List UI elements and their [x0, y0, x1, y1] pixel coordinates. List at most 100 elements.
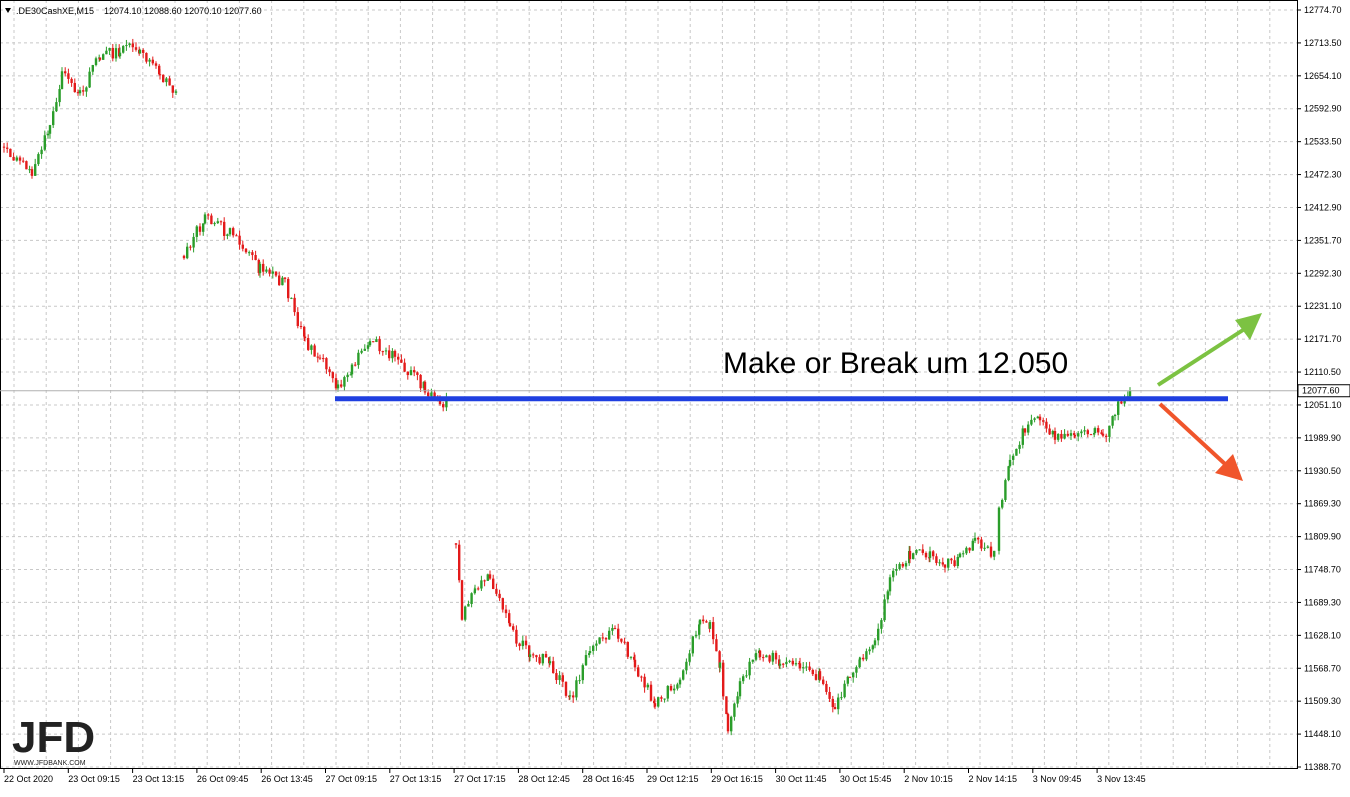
candle-body [1073, 433, 1076, 435]
candle-body [702, 619, 705, 622]
candle-body [488, 574, 492, 579]
candle-body [726, 714, 730, 732]
candle-body [521, 640, 524, 647]
candle-body [174, 91, 178, 93]
candle-body [613, 628, 617, 630]
candle-body [203, 214, 207, 224]
x-tick-label: 26 Oct 13:45 [261, 774, 313, 784]
candle-body [12, 157, 15, 161]
candle-body [64, 71, 67, 74]
candle-body [1007, 466, 1010, 481]
candle-body [888, 577, 892, 592]
candle-body [518, 643, 521, 647]
x-tick-label: 23 Oct 09:15 [68, 774, 120, 784]
candle-body [802, 667, 805, 669]
candle-body [989, 546, 993, 557]
arrow-up-icon [1156, 313, 1262, 387]
candle-body [980, 539, 983, 549]
candle-body [125, 45, 128, 47]
candle-body [708, 622, 712, 629]
candle-body [932, 551, 935, 557]
candle-body [303, 336, 307, 339]
y-tick-label: 11989.90 [1304, 433, 1341, 443]
candle-body [46, 133, 50, 136]
candle-body [558, 675, 561, 681]
candle-body [331, 372, 334, 379]
candle-body [241, 244, 244, 249]
candle-body [771, 652, 774, 662]
candle-body [67, 73, 70, 79]
candle-body [908, 551, 912, 560]
candle-body [768, 655, 771, 662]
candle-body [601, 637, 604, 639]
candle-body [958, 553, 962, 558]
candle-body [538, 657, 541, 664]
candle-body [88, 71, 91, 88]
candle-body [1042, 420, 1045, 422]
candle-body [223, 221, 226, 236]
candle-body [357, 352, 360, 366]
candle-body [58, 89, 61, 103]
candle-body [685, 661, 688, 671]
candle-body [464, 606, 467, 620]
candle-body [544, 653, 548, 658]
candle-body [192, 236, 195, 248]
y-tick-label: 12110.50 [1304, 367, 1341, 377]
candle-body [171, 85, 174, 93]
candle-body [678, 679, 682, 685]
candle-body [840, 697, 843, 699]
candle-body [718, 662, 722, 668]
candle-body [898, 563, 901, 570]
candle-body [413, 370, 416, 373]
candle-body [350, 364, 354, 375]
candle-body [313, 345, 316, 357]
candle-body [1093, 433, 1096, 435]
candle-body [274, 271, 278, 276]
candle-body [843, 683, 846, 698]
candle-body [805, 666, 808, 668]
candle-body [458, 544, 461, 581]
candle-body [676, 684, 679, 689]
y-tick-label: 12472.30 [1304, 170, 1342, 180]
candle-body [1105, 435, 1108, 437]
candle-body [730, 716, 733, 732]
candle-body [1080, 431, 1083, 434]
y-tick-label: 11930.50 [1304, 466, 1341, 476]
candle-body [1101, 433, 1105, 436]
candle-body [325, 358, 328, 370]
candle-body [186, 246, 189, 259]
symbol-dropdown-icon[interactable] [5, 8, 11, 13]
candle-body [473, 590, 476, 594]
candle-body [688, 653, 691, 662]
candle-body [928, 551, 932, 558]
candle-body [363, 348, 366, 351]
svg-text:WWW.JFDBANK.COM: WWW.JFDBANK.COM [14, 760, 86, 767]
candle-body [207, 214, 210, 216]
candle-body [751, 659, 754, 662]
candle-body [1021, 428, 1024, 445]
candle-body [880, 620, 883, 629]
candle-body [189, 246, 192, 248]
candle-body [778, 659, 781, 666]
candle-body [366, 345, 370, 349]
candle-body [595, 643, 598, 646]
candle-body [82, 90, 85, 92]
candle-body [73, 82, 76, 93]
candle-body [154, 63, 158, 66]
candle-body [1045, 421, 1048, 429]
candle-body [886, 591, 889, 600]
candle-body [626, 642, 629, 657]
candle-body [85, 87, 88, 92]
candle-body [986, 546, 989, 548]
candle-body [307, 338, 310, 350]
candle-body [299, 326, 303, 328]
candle-body [310, 345, 313, 350]
candle-body [673, 688, 676, 691]
candle-body [883, 599, 886, 621]
candle-body [535, 655, 538, 658]
candle-body [722, 662, 725, 697]
candle-body [151, 59, 154, 64]
candle-body [822, 679, 825, 684]
candle-body [271, 271, 274, 274]
candle-body [343, 377, 346, 387]
